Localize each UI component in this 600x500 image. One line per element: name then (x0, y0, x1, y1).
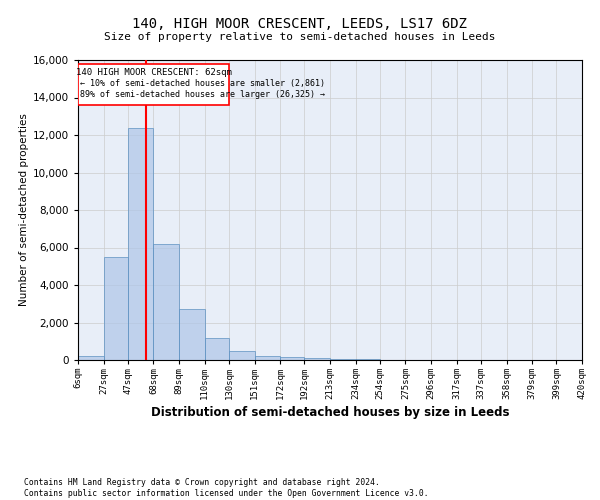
Text: 140, HIGH MOOR CRESCENT, LEEDS, LS17 6DZ: 140, HIGH MOOR CRESCENT, LEEDS, LS17 6DZ (133, 18, 467, 32)
Bar (154, 244, 179, 360)
Bar (78, 356, 104, 360)
Bar (229, 350, 254, 360)
FancyBboxPatch shape (78, 64, 229, 105)
Bar (179, 310, 205, 360)
X-axis label: Distribution of semi-detached houses by size in Leeds: Distribution of semi-detached houses by … (151, 406, 509, 419)
Text: 89% of semi-detached houses are larger (26,325) →: 89% of semi-detached houses are larger (… (80, 90, 325, 98)
Bar (330, 359, 356, 360)
Bar (104, 257, 128, 360)
Bar (205, 338, 229, 360)
Text: 140 HIGH MOOR CRESCENT: 62sqm: 140 HIGH MOOR CRESCENT: 62sqm (76, 68, 232, 78)
Text: Size of property relative to semi-detached houses in Leeds: Size of property relative to semi-detach… (104, 32, 496, 42)
Text: ← 10% of semi-detached houses are smaller (2,861): ← 10% of semi-detached houses are smalle… (80, 79, 325, 88)
Bar (356, 359, 380, 360)
Bar (280, 357, 304, 360)
Bar (254, 356, 280, 360)
Text: Contains HM Land Registry data © Crown copyright and database right 2024.
Contai: Contains HM Land Registry data © Crown c… (24, 478, 428, 498)
Y-axis label: Number of semi-detached properties: Number of semi-detached properties (19, 114, 29, 306)
Bar (128, 128, 154, 360)
Bar (304, 358, 330, 360)
